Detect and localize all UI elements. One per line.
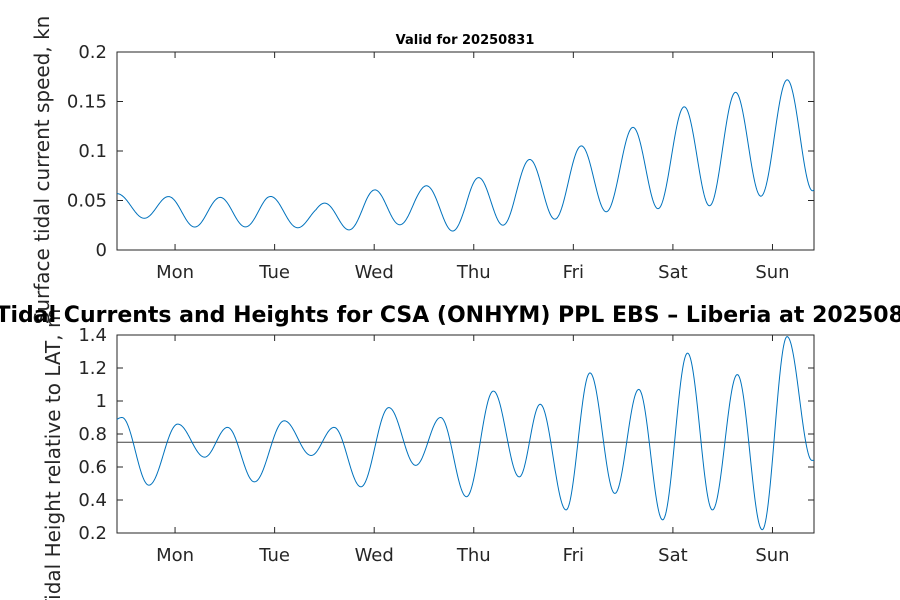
current-speed-x-tick-label: Tue	[258, 262, 290, 283]
tidal-height-y-tick-label: 0.6	[78, 457, 107, 478]
tidal-height-x-tick-label: Sun	[755, 545, 789, 566]
tidal-height-panel: 0.2 0.4 0.6 0.8 1 1.2 1.4 Mon Tue Wed Thu Fri Sat Su…	[41, 309, 815, 600]
current-speed-y-ticks: 0 0.05 0.1 0.15 0.2	[67, 42, 814, 261]
tidal-height-x-ticks: Mon Tue Wed Thu Fri Sat Sun	[156, 335, 790, 566]
current-speed-x-tick-label: Sat	[658, 262, 688, 283]
current-speed-y-tick-label: 0	[96, 240, 107, 261]
current-speed-x-tick-label: Wed	[355, 262, 394, 283]
current-speed-x-tick-label: Mon	[156, 262, 194, 283]
current-speed-y-tick-label: 0.05	[67, 191, 107, 212]
current-speed-axes-box	[116, 51, 815, 251]
current-speed-x-tick-label: Fri	[563, 262, 584, 283]
current-speed-x-tick-label: Sun	[755, 262, 789, 283]
tidal-height-y-tick-label: 1.4	[78, 325, 107, 346]
tidal-height-y-tick-label: 0.8	[78, 424, 107, 445]
current-speed-y-tick-label: 0.2	[78, 42, 107, 63]
tidal-height-x-tick-label: Tue	[258, 545, 290, 566]
current-speed-y-tick-label: 0.15	[67, 92, 107, 113]
tidal-height-x-tick-label: Sat	[658, 545, 688, 566]
tidal-height-ylabel: Tidal Height relative to LAT, m	[41, 309, 65, 600]
tidal-height-y-tick-label: 1	[96, 391, 107, 412]
current-speed-y-tick-label: 0.1	[78, 141, 107, 162]
figure-main-title: Tidal Currents and Heights for CSA (ONHY…	[0, 303, 900, 328]
tidal-height-y-ticks: 0.2 0.4 0.6 0.8 1 1.2 1.4	[78, 325, 814, 544]
tidal-height-y-tick-label: 1.2	[78, 358, 107, 379]
current-speed-x-tick-label: Thu	[456, 262, 491, 283]
current-speed-ylabel: Surface tidal current speed, kn	[30, 16, 54, 325]
tidal-height-y-tick-label: 0.4	[78, 490, 107, 511]
current-speed-x-ticks: Mon Tue Wed Thu Fri Sat Sun	[156, 52, 790, 283]
tidal-height-x-tick-label: Mon	[156, 545, 194, 566]
tidal-height-x-tick-label: Fri	[563, 545, 584, 566]
current-speed-line	[116, 79, 815, 232]
tidal-height-x-tick-label: Thu	[456, 545, 491, 566]
current-speed-panel: 0 0.05 0.1 0.15 0.2 Mon Tue Wed Thu Fri Sat Sun Va…	[30, 16, 815, 325]
current-speed-title: Valid for 20250831	[396, 33, 535, 48]
tidal-height-x-tick-label: Wed	[355, 545, 394, 566]
tidal-height-line	[116, 336, 814, 531]
tidal-height-y-tick-label: 0.2	[78, 523, 107, 544]
